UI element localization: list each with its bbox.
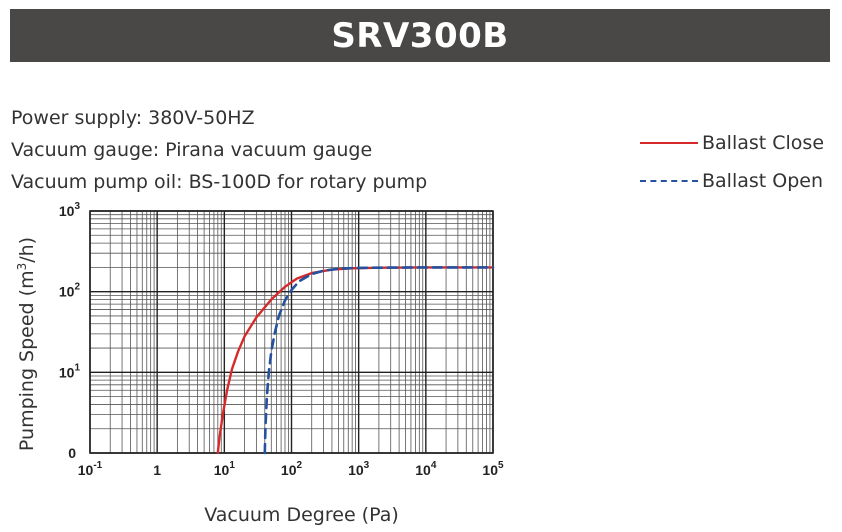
pumping-speed-chart: 10-1 1 101 102 103 104 105 0 101 102 103 Vacuum Deg…	[15, 201, 504, 526]
x-tick-label: 1	[153, 462, 161, 478]
x-tick-label: 104	[415, 460, 437, 478]
y-tick-label: 0	[68, 445, 76, 461]
pump-oil-text: Vacuum pump oil: BS-100D for rotary pump	[11, 171, 428, 193]
legend: Ballast Close Ballast Open	[640, 124, 824, 200]
y-axis-title: Pumping Speed (m3/h)	[15, 237, 38, 451]
y-tick-label: 102	[59, 282, 81, 300]
series-line-ballast-open	[263, 266, 495, 455]
x-tick-label: 103	[348, 460, 370, 478]
y-tick-label: 103	[59, 201, 81, 219]
title-bar: SRV300B	[10, 9, 830, 62]
power-supply-text: Power supply: 380V-50HZ	[11, 107, 255, 129]
page-title: SRV300B	[331, 15, 509, 56]
specs-block: Power supply: 380V-50HZ Vacuum gauge: Pi…	[11, 102, 427, 198]
legend-label-ballast-close: Ballast Close	[702, 132, 825, 154]
x-tick-label: 101	[214, 460, 236, 478]
x-axis-title: Vacuum Degree (Pa)	[204, 504, 399, 526]
legend-item-ballast-open: Ballast Open	[640, 162, 824, 200]
legend-line-solid	[640, 142, 698, 144]
legend-item-ballast-close: Ballast Close	[640, 124, 824, 162]
plot-frame	[89, 210, 494, 454]
legend-line-dashed	[640, 180, 698, 182]
x-tick-label: 105	[482, 460, 504, 478]
y-tick-label: 101	[59, 362, 81, 380]
x-tick-label: 102	[281, 460, 303, 478]
legend-label-ballast-open: Ballast Open	[702, 170, 824, 192]
vacuum-gauge-text: Vacuum gauge: Pirana vacuum gauge	[11, 139, 373, 161]
x-tick-label: 10-1	[78, 460, 103, 478]
